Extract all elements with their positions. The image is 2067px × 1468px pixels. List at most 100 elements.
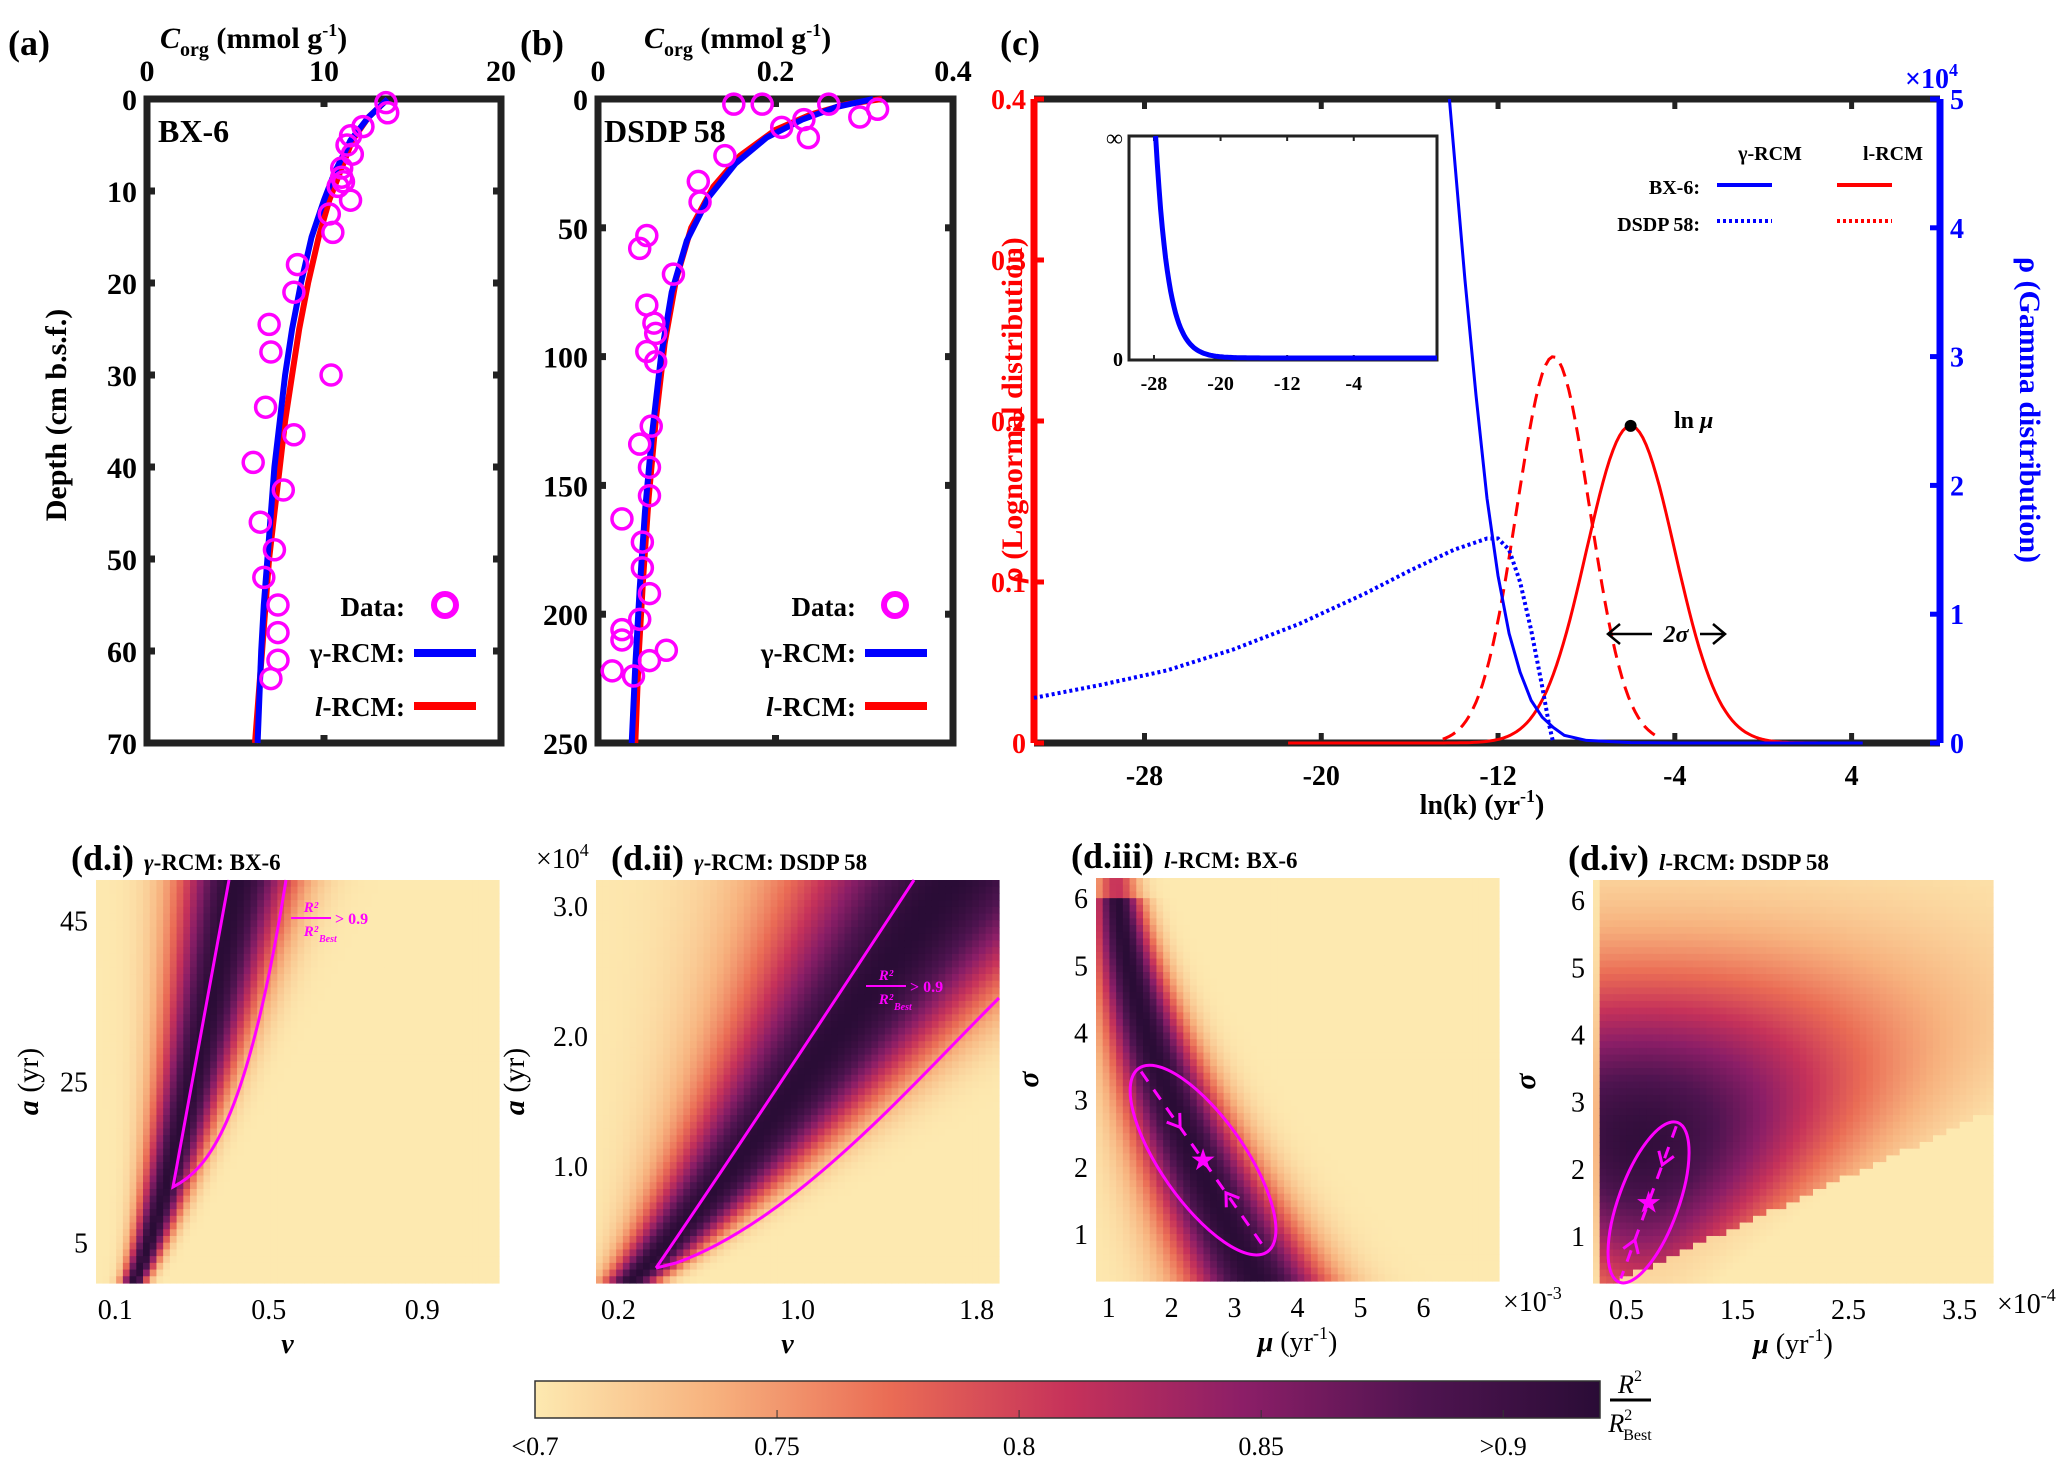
heat-cell bbox=[472, 1061, 480, 1069]
heat-cell bbox=[210, 900, 218, 908]
heat-cell bbox=[183, 1188, 191, 1197]
heat-cell bbox=[596, 1229, 604, 1237]
heat-cell bbox=[398, 1235, 406, 1244]
heat-cell bbox=[629, 1135, 637, 1143]
heat-cell bbox=[445, 1269, 453, 1277]
heat-cell bbox=[391, 1168, 399, 1177]
heat-cell bbox=[696, 947, 705, 955]
heat-cell bbox=[156, 1276, 164, 1284]
heat-cell bbox=[669, 1088, 678, 1096]
heat-cell bbox=[696, 1229, 705, 1237]
heat-cell bbox=[418, 1209, 426, 1217]
heat-cell bbox=[609, 940, 617, 948]
heat-cell bbox=[378, 1148, 386, 1156]
heat-cell bbox=[683, 940, 691, 948]
heat-cell bbox=[176, 900, 184, 908]
heat-cell bbox=[629, 1088, 637, 1096]
heat-cell bbox=[96, 1047, 104, 1056]
legend-gamma-label: γ-RCM: bbox=[760, 638, 856, 668]
heat-cell bbox=[418, 1188, 426, 1197]
heat-cell bbox=[337, 1121, 346, 1130]
heat-cell bbox=[109, 1128, 117, 1136]
heat-cell bbox=[129, 994, 137, 1002]
heat-cell bbox=[676, 974, 684, 982]
contour-label-threshold: > 0.9 bbox=[335, 911, 368, 928]
heat-cell bbox=[156, 1121, 164, 1130]
heat-cell bbox=[277, 1014, 285, 1022]
heat-cell bbox=[96, 1262, 104, 1271]
heat-cell bbox=[183, 1276, 191, 1284]
heat-cell bbox=[371, 947, 379, 955]
heat-cell bbox=[156, 1168, 164, 1177]
heat-cell bbox=[710, 1262, 718, 1271]
heat-cell bbox=[609, 1108, 617, 1116]
heat-cell bbox=[243, 953, 252, 962]
panel-label-text: (d.ii) bbox=[611, 838, 684, 878]
heat-cell bbox=[331, 1021, 339, 1029]
heat-cell bbox=[649, 987, 658, 995]
heat-cell bbox=[169, 1148, 178, 1156]
heat-cell bbox=[284, 1229, 292, 1237]
heat-cell bbox=[716, 947, 725, 955]
heat-cell bbox=[465, 987, 473, 995]
data-point bbox=[375, 101, 400, 125]
heat-cell bbox=[270, 927, 278, 935]
heat-cell bbox=[230, 1141, 238, 1150]
heat-cell bbox=[710, 1108, 718, 1116]
heat-cell bbox=[109, 1256, 117, 1264]
heat-cell bbox=[451, 1027, 460, 1036]
heat-cell bbox=[696, 1000, 705, 1009]
heat-cell bbox=[451, 1188, 460, 1197]
heat-cell bbox=[411, 1155, 419, 1163]
heat-cell bbox=[492, 1094, 500, 1103]
y-tick-label: 50 bbox=[107, 544, 137, 577]
heat-cell bbox=[690, 953, 698, 962]
heat-cell bbox=[378, 906, 386, 915]
heat-cell bbox=[116, 1276, 124, 1284]
heat-cell bbox=[324, 1115, 332, 1123]
heat-cell bbox=[122, 1141, 131, 1150]
heat-cell bbox=[297, 1141, 305, 1150]
heat-cell bbox=[663, 1209, 671, 1217]
heat-cell bbox=[331, 1081, 339, 1089]
heat-cell bbox=[183, 980, 191, 989]
heat-cell bbox=[596, 886, 604, 895]
heat-cell bbox=[203, 920, 211, 928]
heat-cell bbox=[398, 1074, 406, 1083]
heat-cell bbox=[472, 913, 480, 921]
heat-cell bbox=[629, 1054, 637, 1062]
heat-cell bbox=[676, 1195, 684, 1203]
heat-cell bbox=[143, 880, 151, 888]
heat-cell bbox=[183, 1000, 191, 1009]
heat-cell bbox=[304, 880, 312, 888]
heat-cell bbox=[636, 1014, 644, 1022]
heat-cell bbox=[643, 933, 651, 942]
heat-cell bbox=[102, 1021, 111, 1029]
heat-cell bbox=[371, 920, 379, 928]
heat-cell bbox=[317, 1101, 325, 1109]
heat-cell bbox=[230, 1007, 238, 1015]
heat-cell bbox=[391, 1175, 399, 1183]
heat-cell bbox=[445, 1081, 453, 1089]
heat-cell bbox=[485, 1222, 493, 1230]
heat-cell bbox=[643, 886, 651, 895]
heat-cell bbox=[183, 1041, 191, 1049]
heat-cell bbox=[371, 913, 379, 921]
heat-cell bbox=[109, 1054, 117, 1062]
heat-cell bbox=[324, 1135, 332, 1143]
heat-cell bbox=[425, 1262, 433, 1271]
heat-cell bbox=[210, 1269, 218, 1277]
heat-cell bbox=[431, 927, 440, 935]
heat-cell bbox=[451, 1242, 460, 1251]
heat-cell bbox=[669, 927, 678, 935]
heat-cell bbox=[109, 1047, 117, 1056]
heat-cell bbox=[277, 1155, 285, 1163]
heat-cell bbox=[425, 953, 433, 962]
heat-cell bbox=[169, 960, 178, 968]
heat-cell bbox=[696, 1209, 705, 1217]
heat-cell bbox=[696, 1014, 705, 1022]
heat-cell bbox=[683, 900, 691, 908]
heat-cell bbox=[669, 994, 678, 1002]
heat-cell bbox=[284, 1242, 292, 1251]
heat-cell bbox=[703, 947, 711, 955]
